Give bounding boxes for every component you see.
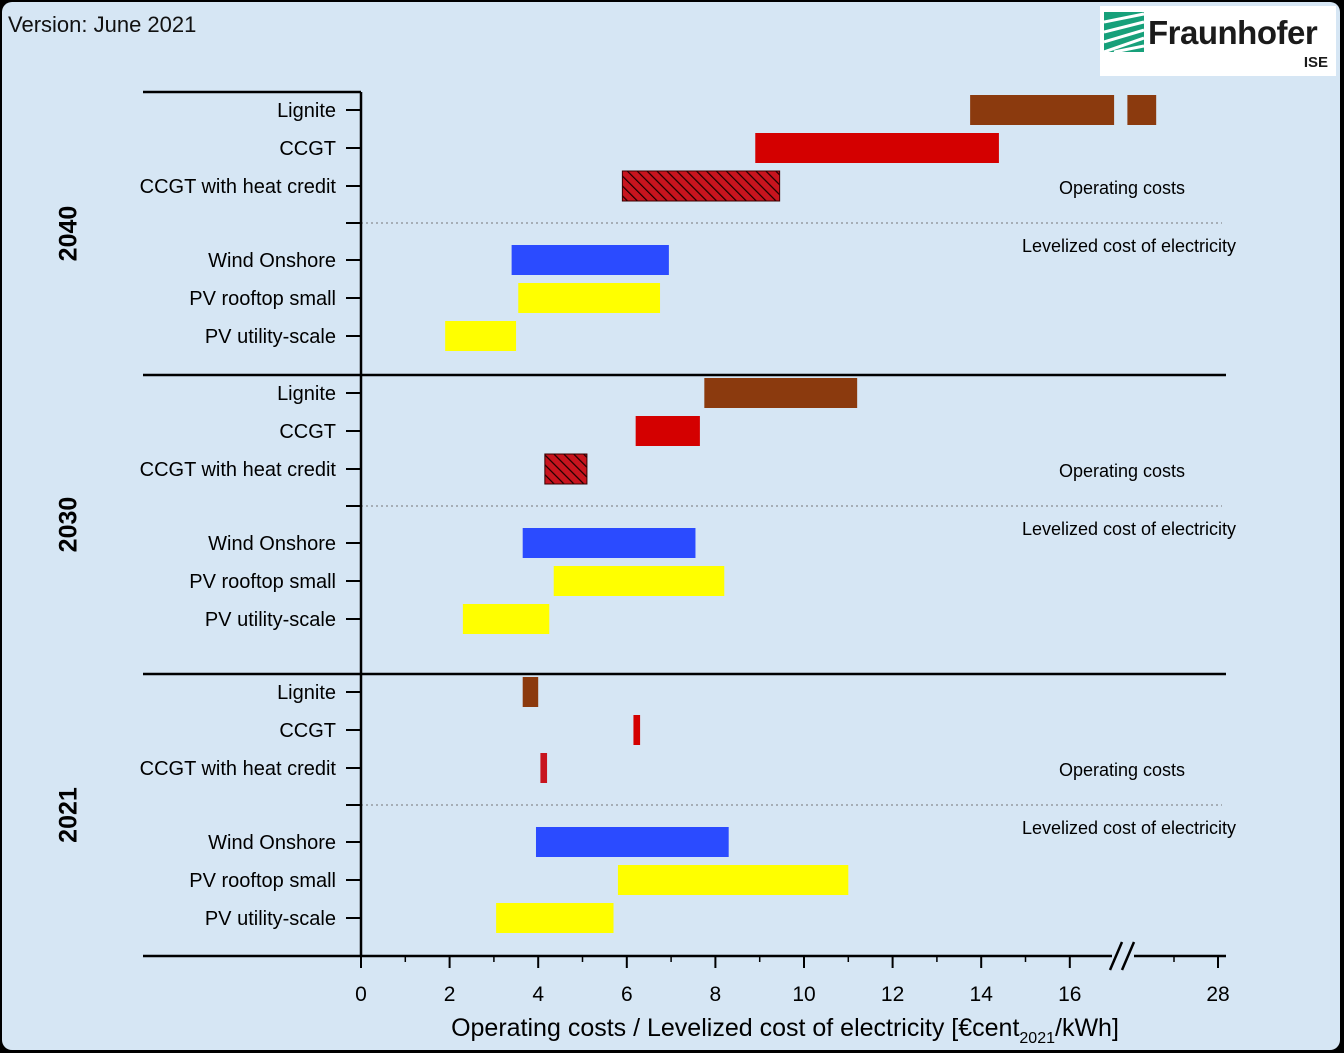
bar-2040-ccgt <box>755 133 999 163</box>
bar-2021-pv-rooftop-small <box>617 865 849 895</box>
lcoe-label: Levelized cost of electricity <box>1022 519 1236 539</box>
x-tick-label: 16 <box>1058 983 1081 1006</box>
operating-costs-label: Operating costs <box>1059 178 1185 198</box>
category-label: PV rooftop small <box>189 288 336 310</box>
year-label-2030: 2030 <box>55 497 83 553</box>
category-label: CCGT with heat credit <box>140 758 337 780</box>
x-tick-label: 12 <box>881 983 904 1006</box>
x-tick-label: 4 <box>532 983 544 1006</box>
category-label: PV utility-scale <box>205 326 336 348</box>
bar-2040-ccgt-with-heat-credit <box>621 170 781 202</box>
x-tick-label: 28 <box>1206 983 1229 1006</box>
category-label: CCGT with heat credit <box>140 459 337 481</box>
category-label: Wind Onshore <box>208 533 336 555</box>
x-tick-label: 6 <box>621 983 633 1006</box>
year-label-2040: 2040 <box>55 206 83 262</box>
x-tick-label: 8 <box>710 983 722 1006</box>
x-tick-label: 2 <box>444 983 456 1006</box>
fraunhofer-logo-icon <box>1104 12 1145 54</box>
bar-2030-ccgt-with-heat-credit <box>544 453 588 485</box>
logo-name: Fraunhofer <box>1148 14 1318 51</box>
category-label: CCGT <box>279 421 336 443</box>
bar-2030-lignite <box>704 378 858 408</box>
bar-2021-ccgt <box>633 715 641 745</box>
logo-sub: ISE <box>1303 54 1328 71</box>
category-label: CCGT <box>279 138 336 160</box>
category-label: PV rooftop small <box>189 571 336 593</box>
bar-2030-pv-utility-scale <box>462 604 550 634</box>
x-tick-label: 0 <box>355 983 367 1006</box>
operating-costs-label: Operating costs <box>1059 760 1185 780</box>
fraunhofer-logo: Fraunhofer ISE <box>1100 6 1336 76</box>
year-label-2021: 2021 <box>55 787 83 843</box>
lcoe-label: Levelized cost of electricity <box>1022 818 1236 838</box>
category-label: Wind Onshore <box>208 832 336 854</box>
category-label: Lignite <box>277 100 336 122</box>
category-label: PV utility-scale <box>205 609 336 631</box>
axis-break-gap <box>1112 953 1134 959</box>
category-label: CCGT with heat credit <box>140 176 337 198</box>
bar-2040-wind-onshore <box>511 245 669 275</box>
bar-2040-pv-rooftop-small <box>518 283 661 313</box>
category-label: Wind Onshore <box>208 250 336 272</box>
bar-2040-lignite <box>970 95 1115 125</box>
bar-2040-pv-utility-scale <box>445 321 517 351</box>
x-tick-label: 14 <box>970 983 994 1006</box>
x-tick-label: 10 <box>792 983 815 1006</box>
bar-2030-ccgt <box>635 416 700 446</box>
axis-break-mark <box>1120 941 1136 971</box>
operating-costs-label: Operating costs <box>1059 461 1185 481</box>
lcoe-label: Levelized cost of electricity <box>1022 236 1236 256</box>
category-label: Lignite <box>277 383 336 405</box>
bar-2021-pv-utility-scale <box>496 903 614 933</box>
x-axis-title: Operating costs / Levelized cost of elec… <box>451 1014 1119 1047</box>
bar-2030-wind-onshore <box>522 528 696 558</box>
category-label: Lignite <box>277 682 336 704</box>
category-label: PV rooftop small <box>189 870 336 892</box>
category-label: PV utility-scale <box>205 908 336 930</box>
bar-2021-lignite <box>522 677 539 707</box>
bar-2021-ccgt-with-heat-credit <box>540 753 548 783</box>
axis-break-mark <box>1108 941 1124 971</box>
version-label: Version: June 2021 <box>8 12 197 37</box>
bar-2021-wind-onshore <box>535 827 729 857</box>
bar-2040-lignite <box>1127 95 1157 125</box>
bar-2030-pv-rooftop-small <box>553 566 725 596</box>
category-label: CCGT <box>279 720 336 742</box>
